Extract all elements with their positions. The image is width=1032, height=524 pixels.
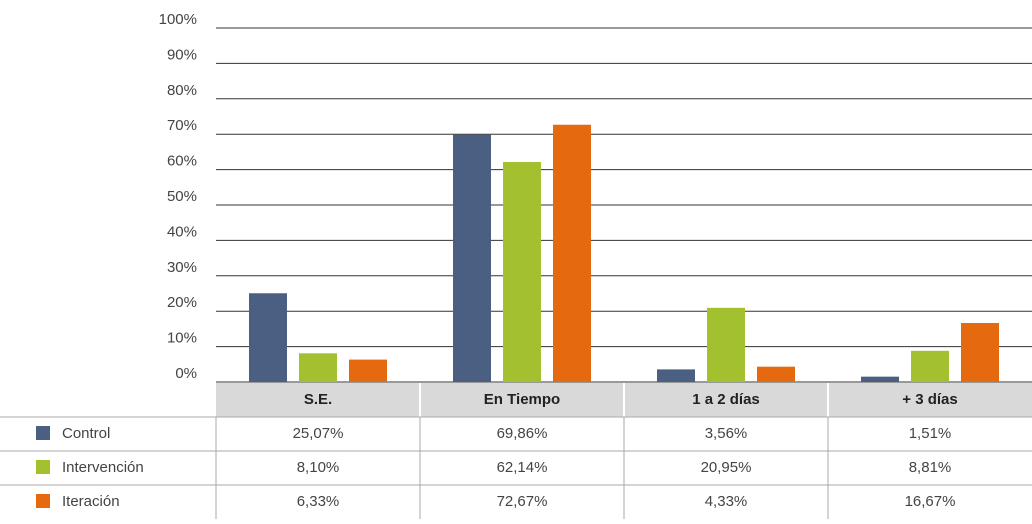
y-tick-label: 50% (167, 188, 197, 205)
bar (299, 353, 337, 382)
y-tick-label: 60% (167, 153, 197, 170)
bar (757, 366, 795, 382)
legend-swatch (36, 460, 50, 474)
table-value: 25,07% (293, 425, 344, 442)
x-tick-label: S.E. (304, 391, 332, 408)
legend-swatch (36, 426, 50, 440)
y-tick-label: 80% (167, 82, 197, 99)
table-value: 16,67% (905, 493, 956, 510)
y-tick-label: 90% (167, 46, 197, 63)
table-value: 20,95% (701, 459, 752, 476)
table-value: 1,51% (909, 425, 952, 442)
legend-label: Iteración (62, 493, 120, 510)
y-tick-label: 40% (167, 223, 197, 240)
bar (657, 369, 695, 382)
bar (349, 359, 387, 382)
bar (707, 307, 745, 382)
y-tick-label: 70% (167, 117, 197, 134)
table-value: 62,14% (497, 459, 548, 476)
table-value: 6,33% (297, 493, 340, 510)
table-value: 8,10% (297, 459, 340, 476)
table-value: 72,67% (497, 493, 548, 510)
bar (553, 124, 591, 382)
legend-swatch (36, 494, 50, 508)
table-value: 4,33% (705, 493, 748, 510)
bar (911, 350, 949, 382)
bar (961, 322, 999, 382)
y-tick-label: 30% (167, 259, 197, 276)
bar (453, 134, 491, 382)
table-value: 69,86% (497, 425, 548, 442)
y-tick-label: 10% (167, 330, 197, 347)
bar (503, 162, 541, 382)
bar (249, 293, 287, 382)
y-tick-label: 20% (167, 294, 197, 311)
table-value: 8,81% (909, 459, 952, 476)
legend-label: Intervención (62, 459, 144, 476)
y-tick-label: 0% (175, 365, 197, 382)
table-value: 3,56% (705, 425, 748, 442)
bar (861, 376, 899, 382)
legend-label: Control (62, 425, 110, 442)
y-tick-label: 100% (159, 11, 197, 28)
x-tick-label: En Tiempo (484, 391, 560, 408)
x-tick-label: + 3 días (902, 391, 957, 408)
x-tick-label: 1 a 2 días (692, 391, 760, 408)
